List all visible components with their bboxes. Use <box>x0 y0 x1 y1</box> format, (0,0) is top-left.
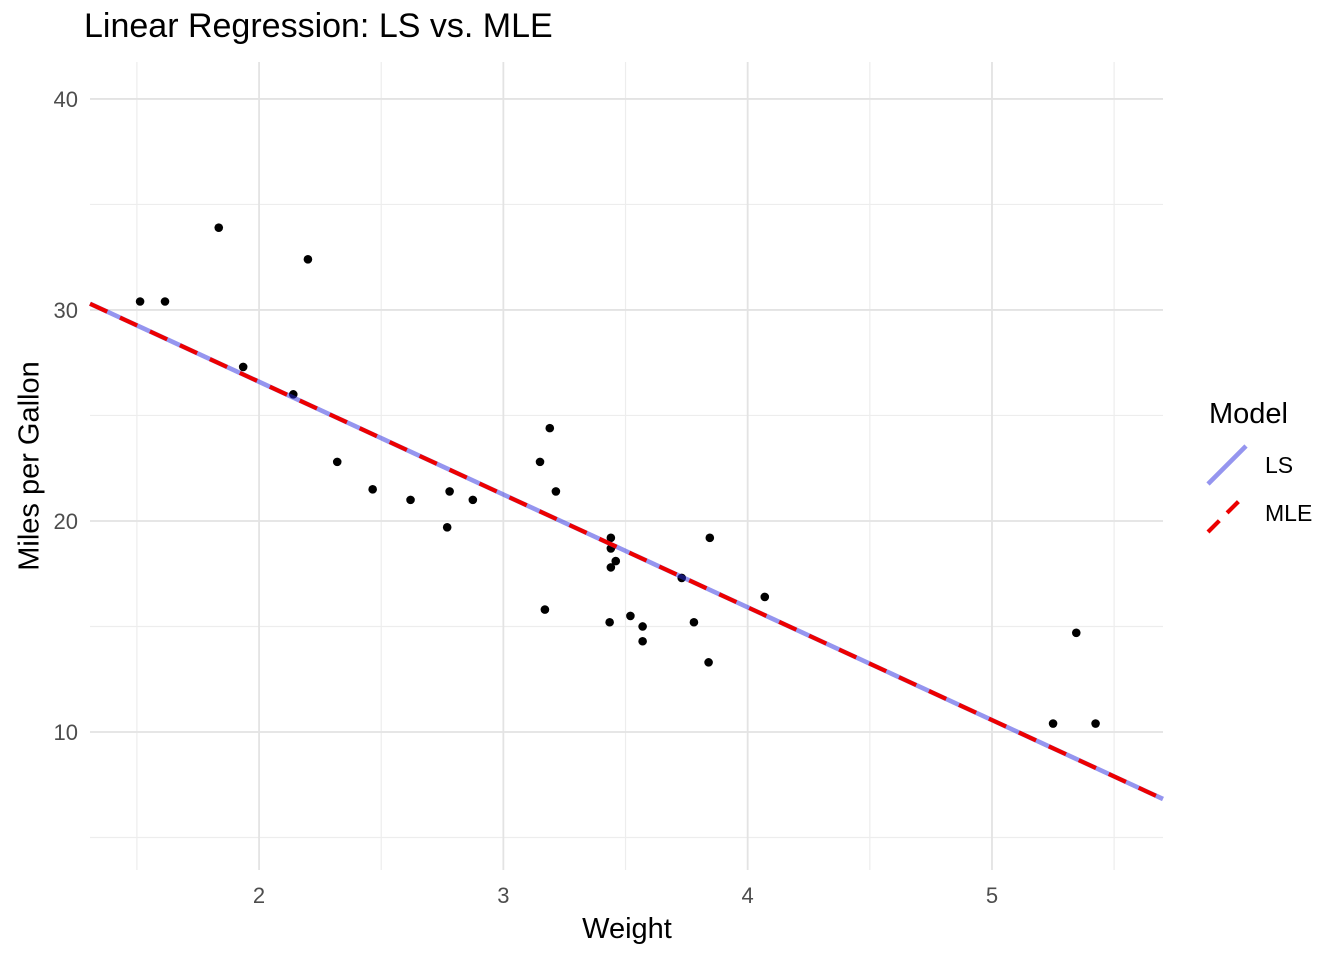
legend-entry-ls: LS <box>1203 441 1312 489</box>
data-point <box>135 297 145 306</box>
data-point <box>535 457 545 467</box>
x-tick-label: 2 <box>253 883 265 908</box>
data-point <box>442 523 452 532</box>
legend-label: LS <box>1265 451 1294 478</box>
legend-entry-mle: MLE <box>1203 489 1312 537</box>
y-axis-title: Miles per Gallon <box>13 361 46 571</box>
data-point <box>332 457 342 467</box>
ls-legend-key-icon <box>1206 444 1248 486</box>
legend-title: Model <box>1209 398 1288 430</box>
data-point <box>704 658 713 667</box>
data-point <box>606 563 616 572</box>
x-tick-label: 4 <box>742 883 754 908</box>
data-point <box>551 487 561 496</box>
data-point <box>638 636 647 646</box>
x-tick-label: 3 <box>497 883 509 908</box>
y-tick-label: 20 <box>54 509 78 534</box>
data-point <box>445 487 454 496</box>
data-point <box>626 611 635 621</box>
data-point <box>705 533 715 543</box>
data-point <box>368 485 377 494</box>
data-point <box>1091 719 1100 728</box>
data-point <box>540 605 550 614</box>
data-point <box>606 533 616 543</box>
data-point <box>638 622 647 631</box>
ls-regression-line <box>89 301 1164 802</box>
x-axis-title: Weight <box>582 913 672 945</box>
y-tick-label: 40 <box>54 87 78 112</box>
data-point <box>605 617 614 627</box>
data-point <box>760 592 770 602</box>
data-point <box>303 255 313 264</box>
data-point <box>406 495 415 505</box>
data-point <box>238 362 248 372</box>
data-point <box>1071 628 1081 638</box>
data-point <box>160 297 170 306</box>
data-point <box>545 423 555 433</box>
data-point <box>611 556 621 566</box>
ls-legend-key-line <box>1206 444 1248 486</box>
legend: Model LS MLE <box>1203 398 1312 537</box>
x-tick-label: 5 <box>986 883 998 908</box>
data-point <box>214 223 224 232</box>
y-tick-label: 10 <box>54 720 78 745</box>
mle-legend-key-line <box>1206 492 1248 534</box>
data-point <box>689 617 699 627</box>
chart-title: Linear Regression: LS vs. MLE <box>84 7 553 45</box>
y-tick-label: 30 <box>54 298 78 323</box>
legend-label: MLE <box>1265 499 1313 526</box>
mle-legend-key-icon <box>1206 492 1248 534</box>
data-point <box>468 495 478 505</box>
data-point <box>1048 719 1058 728</box>
mle-regression-line <box>89 301 1164 801</box>
